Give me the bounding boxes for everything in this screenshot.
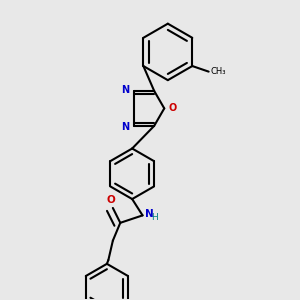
Text: N: N bbox=[122, 85, 130, 95]
Text: N: N bbox=[145, 209, 154, 219]
Text: O: O bbox=[106, 195, 115, 205]
Text: CH₃: CH₃ bbox=[210, 67, 226, 76]
Text: N: N bbox=[122, 122, 130, 132]
Text: O: O bbox=[169, 103, 177, 113]
Text: H: H bbox=[151, 213, 158, 222]
